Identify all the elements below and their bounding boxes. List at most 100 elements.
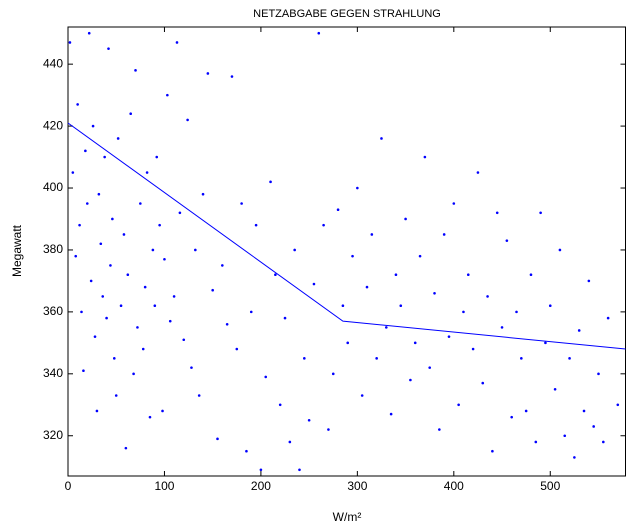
point [76, 103, 79, 106]
point [370, 233, 374, 236]
point [303, 357, 306, 360]
point [573, 456, 576, 459]
point [124, 446, 128, 450]
point [413, 341, 417, 345]
point [553, 387, 557, 391]
point [91, 124, 95, 128]
point [134, 69, 137, 72]
point [178, 211, 182, 215]
point [438, 428, 441, 431]
point [500, 326, 504, 329]
point [548, 304, 552, 307]
point [534, 440, 538, 444]
point [298, 468, 301, 472]
point [592, 425, 595, 428]
point [163, 257, 166, 261]
point [312, 282, 316, 286]
point [568, 357, 571, 360]
point [288, 440, 292, 444]
point [293, 248, 296, 252]
point [74, 254, 78, 258]
x-axis-label: W/m² [333, 510, 362, 524]
point [539, 211, 542, 215]
y-tick-label: 400 [43, 180, 63, 194]
point [240, 202, 243, 205]
point [582, 409, 586, 413]
y-tick-label: 420 [43, 118, 63, 132]
y-tick-label: 440 [43, 56, 63, 70]
point [360, 394, 364, 397]
point [409, 378, 412, 382]
point [447, 335, 451, 338]
point [221, 264, 224, 267]
point [107, 47, 110, 50]
point [111, 217, 114, 221]
point [225, 322, 229, 326]
point [84, 149, 87, 153]
point [114, 394, 118, 397]
point [529, 273, 533, 277]
point [418, 254, 422, 258]
point [166, 93, 169, 97]
point [495, 211, 499, 215]
point [122, 233, 126, 236]
point [151, 248, 155, 252]
point [283, 316, 287, 320]
y-tick-label: 320 [43, 428, 63, 442]
point [423, 155, 427, 159]
point [95, 409, 99, 413]
point [587, 279, 591, 283]
point [481, 381, 485, 385]
point [112, 357, 116, 360]
point [161, 409, 164, 413]
point [341, 304, 345, 307]
point [101, 295, 105, 298]
point [616, 403, 620, 407]
plot-frame [67, 26, 626, 477]
point [375, 357, 378, 360]
point [132, 372, 135, 376]
point [206, 72, 210, 75]
point [356, 186, 359, 190]
point [452, 202, 456, 205]
point [476, 171, 480, 174]
point [93, 335, 97, 338]
point [103, 155, 106, 159]
point [158, 223, 161, 227]
point [520, 357, 523, 360]
point [85, 202, 89, 205]
point [259, 468, 263, 472]
point [126, 273, 130, 277]
point [141, 347, 145, 351]
point [143, 285, 147, 289]
point [307, 418, 311, 422]
point [116, 137, 120, 140]
point [78, 223, 81, 227]
point [190, 366, 193, 369]
point [254, 223, 258, 227]
point [109, 264, 112, 267]
point [524, 409, 528, 413]
point [216, 437, 219, 441]
point [145, 171, 149, 174]
point [249, 310, 253, 314]
chart-title: NETZABGABE GEGEN STRAHLUNG [253, 8, 441, 20]
point [105, 316, 108, 320]
point [148, 415, 152, 419]
point [139, 202, 142, 205]
point [230, 75, 234, 78]
point [155, 155, 159, 159]
x-tick-label: 100 [154, 479, 174, 493]
point [602, 440, 605, 444]
point [175, 41, 179, 44]
point [384, 326, 388, 329]
point [471, 347, 475, 351]
x-tick-label: 300 [347, 479, 367, 493]
point [336, 208, 340, 211]
point [168, 319, 172, 323]
point [597, 372, 600, 376]
y-tick-label: 340 [43, 366, 63, 380]
point [399, 304, 403, 307]
point [235, 347, 239, 351]
